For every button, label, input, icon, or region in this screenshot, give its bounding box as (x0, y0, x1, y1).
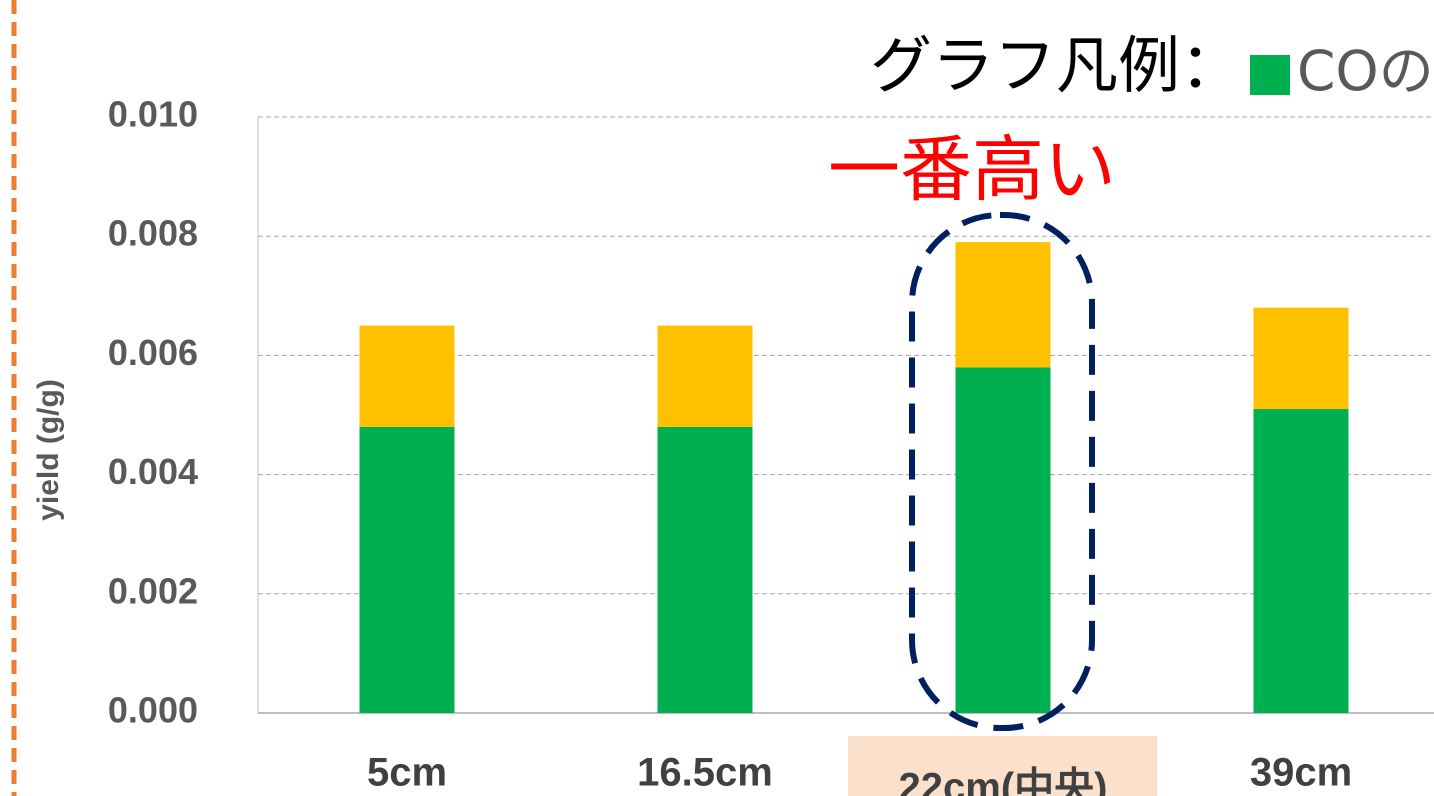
category-highlight (848, 736, 1157, 796)
bar-segment (359, 325, 455, 427)
y-axis-title: yield (g/g) (32, 379, 65, 521)
y-tick-label: 0.008 (108, 213, 198, 254)
bar-segment (359, 426, 455, 713)
annotation: 一番高い (828, 128, 1116, 212)
x-tick-label: 16.5cm (637, 751, 773, 795)
y-tick-label: 0.004 (108, 451, 198, 492)
bar-segment (657, 426, 753, 713)
x-tick-label: 22cm(中央) (899, 766, 1108, 796)
legend-swatch (1250, 55, 1290, 95)
y-tick-label: 0.002 (108, 570, 198, 611)
x-tick-label: 39cm (1250, 751, 1352, 795)
y-tick-label: 0.006 (108, 332, 198, 373)
bar-segment (1253, 409, 1349, 713)
bar-segment (955, 242, 1051, 368)
legend-title: グラフ凡例： (870, 29, 1242, 102)
bar-segment (955, 367, 1051, 713)
bar-segment (1253, 307, 1349, 410)
x-tick-label: 5cm (367, 751, 447, 795)
bar-segment (657, 325, 753, 427)
legend-label: COの (1297, 39, 1434, 103)
y-tick-label: 0.000 (108, 690, 198, 731)
y-tick-label: 0.010 (108, 94, 198, 135)
highlight-outline (909, 212, 1095, 731)
